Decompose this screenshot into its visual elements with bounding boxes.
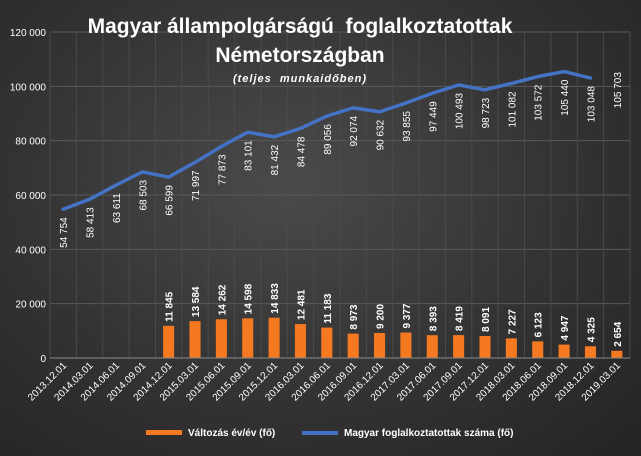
bar-value-label: 9 200 — [376, 304, 387, 329]
bar — [374, 333, 386, 358]
bar-value-label: 8 393 — [428, 306, 439, 331]
line-layer — [61, 69, 593, 212]
line-value-label: 98 723 — [481, 97, 492, 128]
bar-value-label: 6 123 — [534, 312, 545, 337]
chart-subtitle: (teljes munkaidőben) — [233, 73, 367, 85]
bar — [347, 333, 359, 358]
y-tick-label: 40 000 — [15, 245, 46, 256]
y-tick-label: 80 000 — [15, 137, 46, 148]
bar — [242, 318, 254, 358]
line-value-label: 54 754 — [59, 217, 70, 248]
line-value-label: 89 056 — [323, 124, 334, 155]
bar-value-label: 14 833 — [270, 283, 281, 314]
chart-title-line1: Magyar állampolgárságú foglalkoztatottak — [88, 15, 513, 38]
line-value-label: 103 572 — [534, 84, 545, 121]
line-value-label: 66 599 — [165, 185, 176, 216]
line-value-label: 71 997 — [191, 170, 202, 201]
line-series — [61, 69, 593, 212]
line-value-label: 105 703 — [613, 72, 624, 109]
line-value-label: 101 082 — [507, 91, 518, 128]
bar-value-label: 14 262 — [217, 284, 228, 315]
legend-bar-label: Változás év/év (fő) — [188, 428, 275, 439]
line-value-label: 77 873 — [217, 154, 228, 185]
y-tick-label: 20 000 — [15, 300, 46, 311]
legend: Változás év/év (fő) Magyar foglalkoztato… — [146, 428, 513, 439]
bar — [268, 317, 280, 358]
bar-value-label: 11 845 — [165, 291, 176, 321]
bar — [584, 346, 596, 358]
bar — [163, 325, 175, 358]
bar — [294, 324, 306, 358]
bar — [505, 338, 517, 358]
grid-layer — [49, 31, 631, 359]
chart-title-line2: Németországban — [215, 44, 384, 67]
line-value-label: 97 449 — [428, 101, 439, 132]
bar — [215, 319, 227, 358]
line-value-label: 103 048 — [586, 86, 597, 123]
line-value-label: 90 632 — [376, 119, 387, 150]
line-value-label: 105 440 — [560, 79, 571, 116]
bar — [426, 335, 438, 358]
bar-value-label: 8 091 — [481, 307, 492, 332]
line-value-label: 93 855 — [402, 111, 413, 142]
line-value-label: 58 413 — [86, 207, 97, 238]
legend-bar-swatch — [146, 430, 182, 435]
line-value-label: 81 432 — [270, 144, 281, 175]
line-value-label: 68 503 — [138, 179, 149, 210]
bar-value-label: 9 377 — [402, 303, 413, 328]
bar — [558, 344, 570, 358]
bar — [479, 336, 491, 358]
legend-line-label: Magyar foglalkoztatottak száma (fő) — [344, 428, 513, 439]
bar-value-label: 4 325 — [586, 317, 597, 342]
bar-value-label: 12 481 — [296, 289, 307, 320]
labels-layer: 11 845 13 584 14 262 14 598 14 833 12 481 11 1… — [59, 72, 624, 347]
bar-value-label: 13 584 — [191, 286, 202, 317]
line-value-label: 84 478 — [296, 136, 307, 167]
bar — [400, 332, 412, 358]
line-value-label: 100 493 — [455, 93, 466, 130]
line-value-label: 83 101 — [244, 140, 255, 171]
line-value-label: 63 611 — [112, 193, 123, 223]
bar-value-label: 7 227 — [507, 309, 518, 334]
line-value-label: 92 074 — [349, 115, 360, 146]
y-tick-label: 120 000 — [10, 28, 47, 39]
bar-value-label: 14 598 — [244, 283, 255, 314]
y-tick-label: 60 000 — [15, 191, 46, 202]
bar — [321, 327, 333, 358]
bars-layer — [163, 317, 623, 358]
bar — [453, 335, 465, 358]
bar — [611, 350, 623, 358]
bar-value-label: 4 947 — [560, 315, 571, 340]
bar — [532, 341, 544, 358]
bar-value-label: 11 183 — [323, 293, 334, 323]
y-tick-label: 0 — [40, 354, 46, 365]
bar-value-label: 8 973 — [349, 304, 360, 329]
y-tick-label: 100 000 — [10, 82, 47, 93]
bar — [189, 321, 201, 358]
bar-value-label: 8 419 — [455, 306, 466, 331]
bar-value-label: 2 654 — [613, 321, 624, 346]
